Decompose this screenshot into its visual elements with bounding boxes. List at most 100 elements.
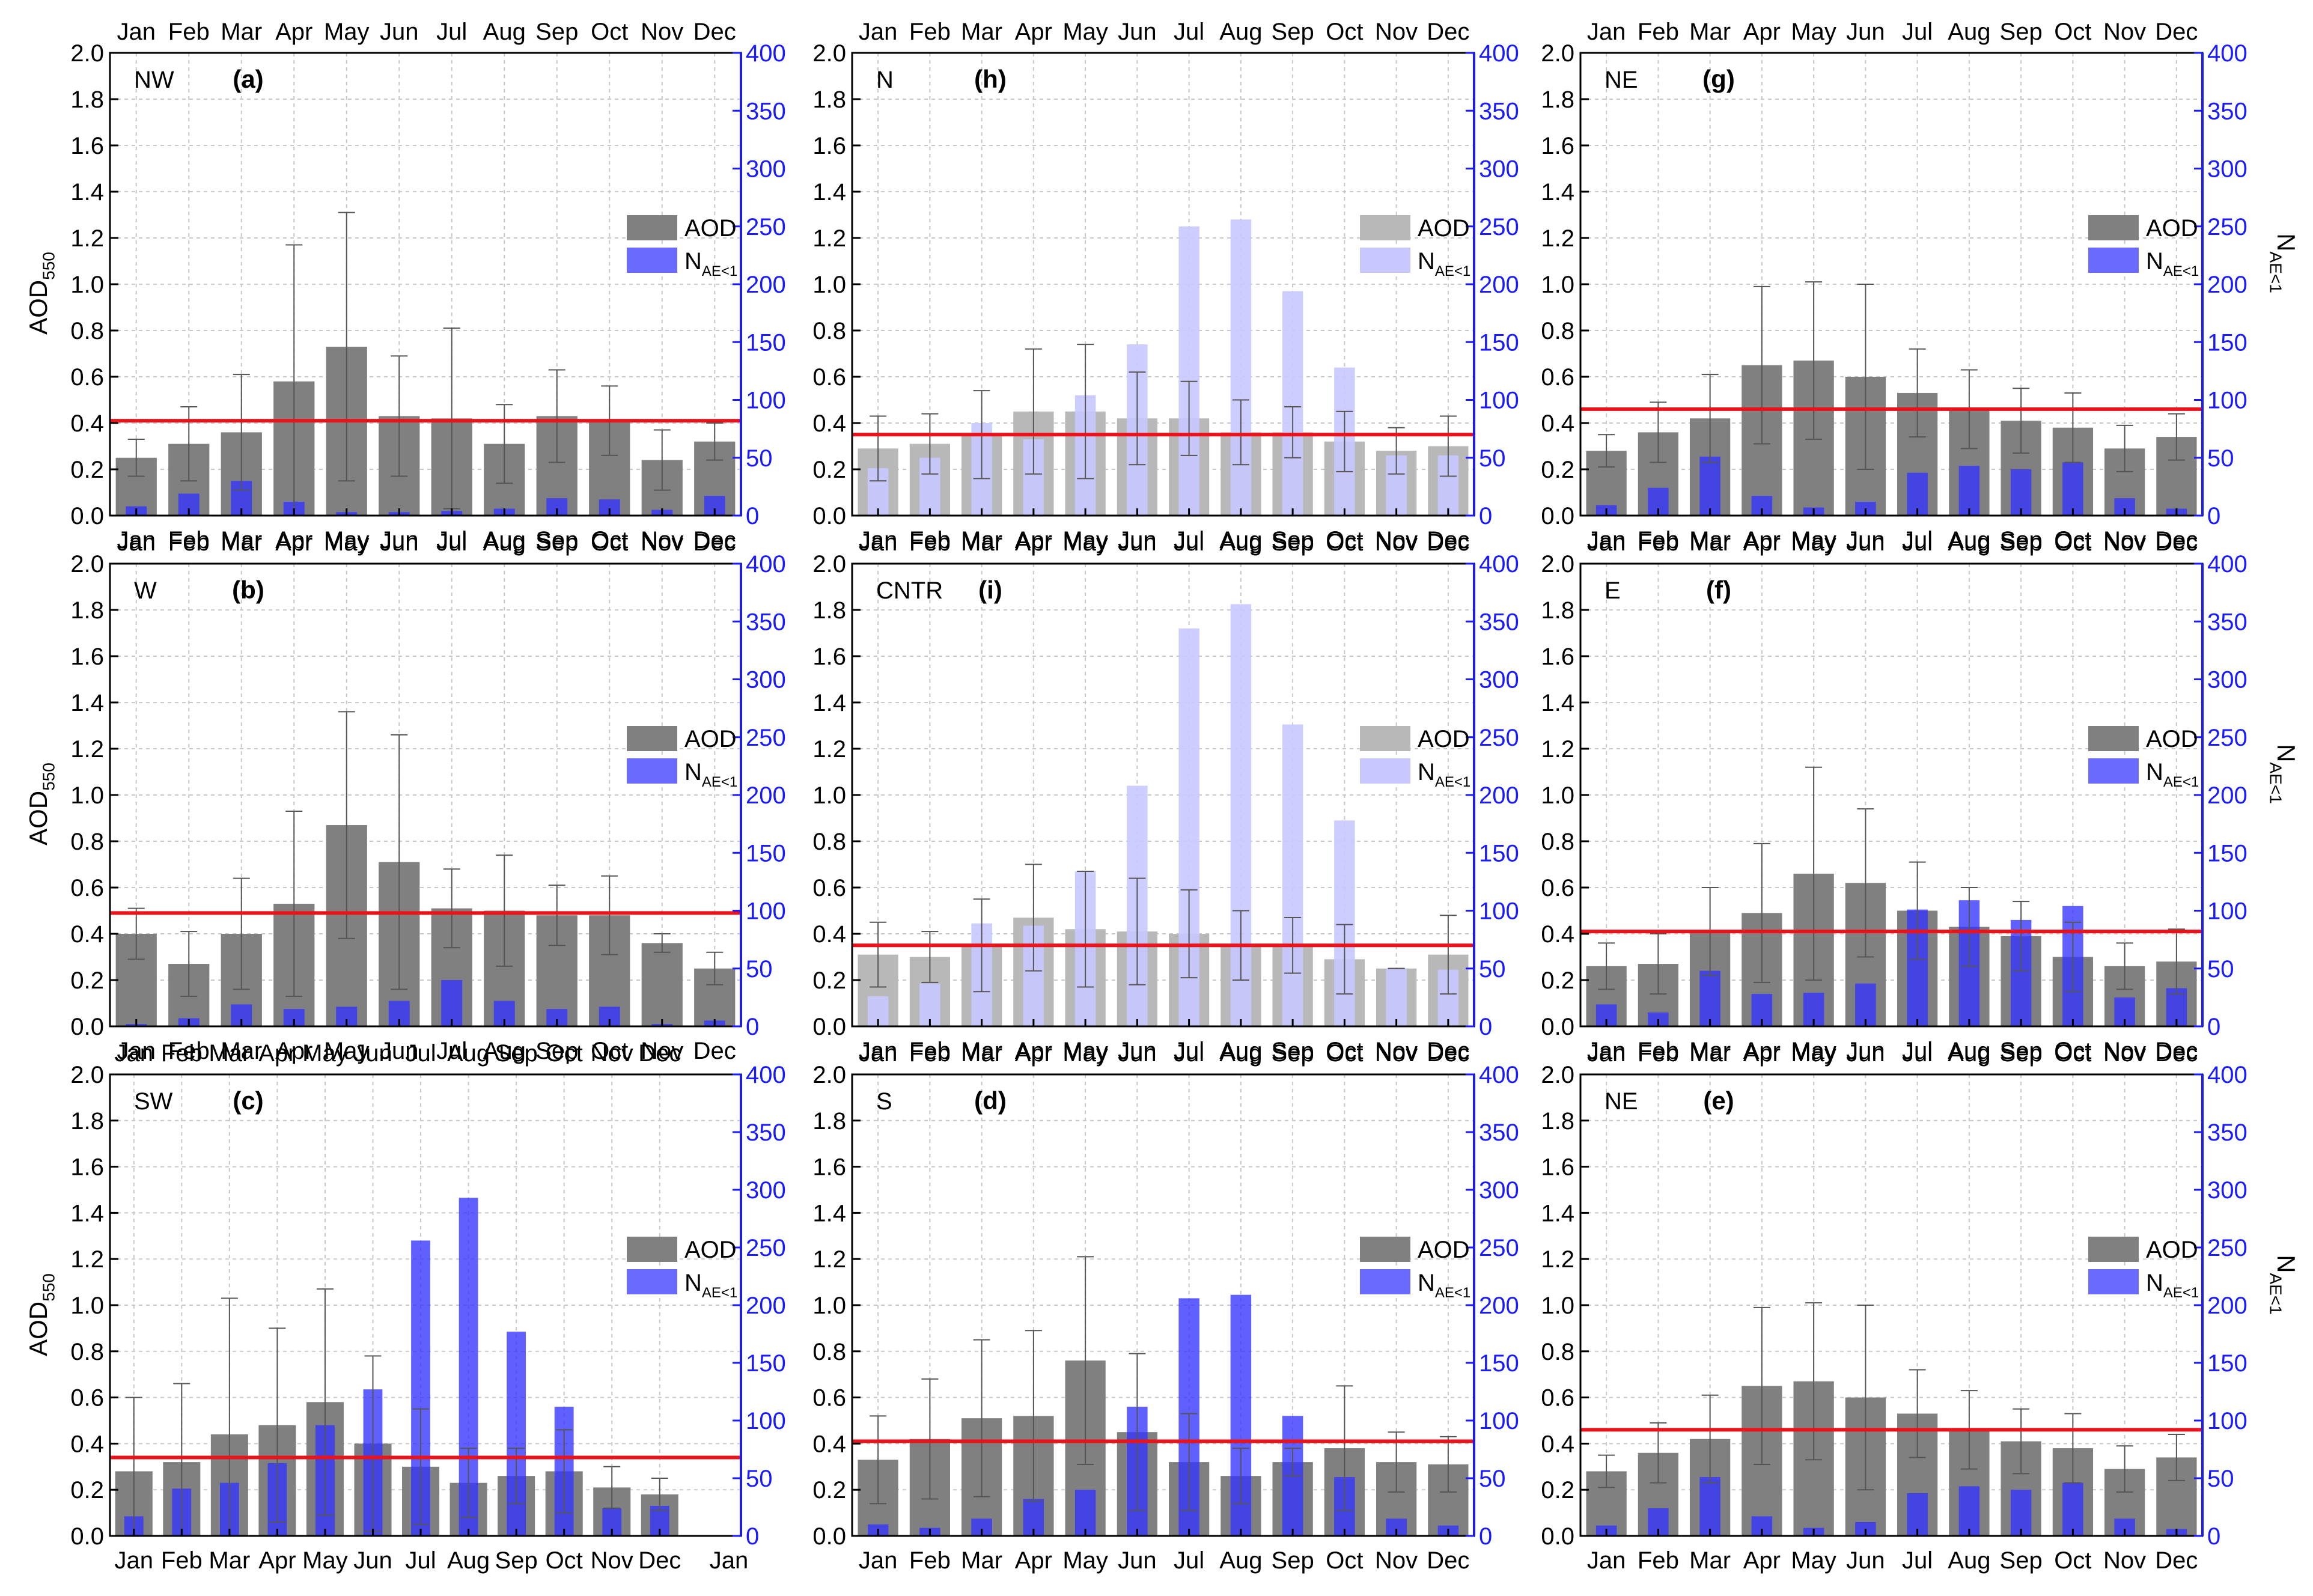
n-ae-bar — [507, 1332, 526, 1536]
month-label-top: Sep — [1272, 529, 1314, 556]
month-label-top: Jul — [1902, 529, 1933, 556]
month-label-top: Feb — [909, 1040, 951, 1067]
month-label-top: Mar — [961, 1040, 1002, 1067]
month-label-bottom: Apr — [1743, 527, 1781, 553]
right-tick-label: 200 — [746, 272, 786, 298]
month-label-bottom: Oct — [1326, 527, 1363, 553]
left-tick-label: 0.6 — [812, 1385, 846, 1412]
legend-n-label-main: N — [684, 248, 702, 275]
left-tick-label: 1.8 — [812, 1108, 846, 1135]
month-label-bottom: Aug — [1219, 1038, 1262, 1064]
month-label-bottom: Jun — [380, 527, 419, 553]
month-label-bottom: Feb — [161, 1547, 203, 1574]
month-label-bottom: Oct — [1326, 1038, 1363, 1064]
right-axis-title-main: N — [2272, 744, 2300, 762]
month-label-bottom: Apr — [1015, 1547, 1052, 1574]
month-label-top: Aug — [1219, 1040, 1262, 1067]
legend-n-label-sub: AE<1 — [702, 1285, 737, 1301]
left-tick-label: 0.8 — [812, 318, 846, 344]
month-label-bottom: Dec — [693, 527, 736, 553]
month-label-bottom: May — [1062, 1038, 1108, 1064]
right-tick-label: 250 — [746, 214, 786, 240]
month-label-top: Nov — [2103, 529, 2146, 556]
region-label: CNTR — [876, 577, 943, 604]
month-label-bottom: Dec — [2155, 1038, 2198, 1064]
month-label-bottom: Dec — [2155, 527, 2198, 553]
right-axis-title: NAE<1 — [2266, 1255, 2300, 1315]
right-tick-label: 250 — [1479, 725, 1519, 751]
panel-label: (a) — [233, 65, 263, 93]
left-tick-label: 0.0 — [812, 503, 846, 529]
left-tick-label: 1.0 — [812, 1293, 846, 1319]
right-tick-label: 200 — [2207, 272, 2247, 298]
n-ae-bar — [1334, 820, 1355, 1026]
left-axis-title-main: AOD — [24, 280, 52, 335]
right-tick-label: 250 — [746, 1235, 786, 1261]
right-axis-title: NAE<1 — [2266, 233, 2300, 293]
month-label-top: Apr — [258, 1040, 296, 1067]
right-axis-title-sub: AE<1 — [2266, 1273, 2285, 1315]
right-tick-label: 300 — [746, 667, 786, 693]
month-label-top: Jul — [1902, 1040, 1933, 1067]
month-label-top: Jun — [1118, 19, 1157, 45]
legend-n-label: NAE<1 — [684, 248, 737, 279]
left-tick-label: 0.0 — [1541, 1014, 1574, 1040]
left-tick-label: 2.0 — [70, 551, 104, 577]
month-label-top: Dec — [2155, 1040, 2198, 1067]
month-label-top: Jan — [1587, 529, 1626, 556]
month-label-bottom: Jul — [436, 527, 467, 553]
left-tick-label: 1.8 — [1541, 597, 1574, 624]
month-label-bottom: May — [324, 527, 370, 553]
panel-n-h: 0.0 0.2 0.4 0.6 0.8 1.0 1.2 1.4 1.6 1.8 2.0 0 50 100 1… — [812, 19, 1519, 553]
month-label-bottom: Dec — [638, 1547, 681, 1574]
month-label-bottom: Jul — [1174, 527, 1204, 553]
n-ae-bar — [1699, 456, 1720, 516]
left-tick-label: 0.0 — [1541, 1523, 1574, 1550]
n-ae-bar — [1282, 724, 1303, 1026]
plot-frame — [109, 562, 742, 1028]
left-tick-label: 1.4 — [70, 690, 104, 716]
month-label-bottom: Jul — [436, 1038, 467, 1064]
month-label-top: Sep — [495, 1040, 538, 1067]
month-label-bottom: Feb — [1638, 1547, 1679, 1574]
month-label-bottom: Dec — [1427, 1038, 1469, 1064]
right-tick-label: 200 — [2207, 782, 2247, 809]
legend-n-label: NAE<1 — [1418, 759, 1470, 790]
legend-n-label: NAE<1 — [2146, 759, 2199, 790]
legend-aod-swatch — [1360, 1237, 1410, 1262]
month-label-top: Jun — [380, 19, 419, 45]
month-label-top: May — [324, 529, 370, 556]
left-tick-label: 0.2 — [812, 1477, 846, 1503]
month-label-top: Apr — [1743, 529, 1781, 556]
month-label-bottom: May — [1062, 527, 1108, 553]
month-label-top: Dec — [2155, 529, 2198, 556]
month-label-bottom: Nov — [2103, 1038, 2146, 1064]
month-label-bottom: Sep — [535, 1038, 578, 1064]
right-tick-label: 350 — [1479, 98, 1519, 124]
month-label-top: Dec — [693, 529, 736, 556]
month-label-bottom: Nov — [1375, 1038, 1418, 1064]
left-tick-label: 1.0 — [1541, 1293, 1574, 1319]
left-axis-title-sub: 550 — [40, 1273, 58, 1302]
left-tick-label: 1.8 — [70, 1108, 104, 1135]
right-tick-label: 250 — [1479, 1235, 1519, 1261]
left-tick-label: 0.6 — [70, 1385, 104, 1412]
left-tick-label: 0.4 — [70, 921, 104, 948]
left-tick-label: 0.8 — [812, 1339, 846, 1365]
month-label-top: Jun — [380, 529, 419, 556]
legend-aod-label: AOD — [2146, 1237, 2198, 1263]
panel-e-f: 0.0 0.2 0.4 0.6 0.8 1.0 1.2 1.4 1.6 1.8 2.0 0 50 100 1… — [1541, 529, 2300, 1064]
panel-s-d: 0.0 0.2 0.4 0.6 0.8 1.0 1.2 1.4 1.6 1.8 2.0 0 50 100 1… — [812, 1040, 1519, 1574]
month-label-top: Oct — [1326, 1040, 1363, 1067]
month-label-top: Oct — [1326, 19, 1363, 45]
month-label-bottom: Aug — [1948, 527, 1990, 553]
right-tick-label: 350 — [746, 609, 786, 635]
month-label-top: Jul — [436, 529, 467, 556]
right-tick-label: 300 — [2207, 667, 2247, 693]
right-tick-label: 0 — [2207, 1014, 2220, 1040]
left-tick-label: 2.0 — [812, 40, 846, 67]
right-tick-label: 400 — [2207, 40, 2247, 67]
left-tick-label: 0.6 — [1541, 1385, 1574, 1412]
month-label-top: Aug — [1219, 529, 1262, 556]
region-label: NE — [1604, 67, 1638, 93]
